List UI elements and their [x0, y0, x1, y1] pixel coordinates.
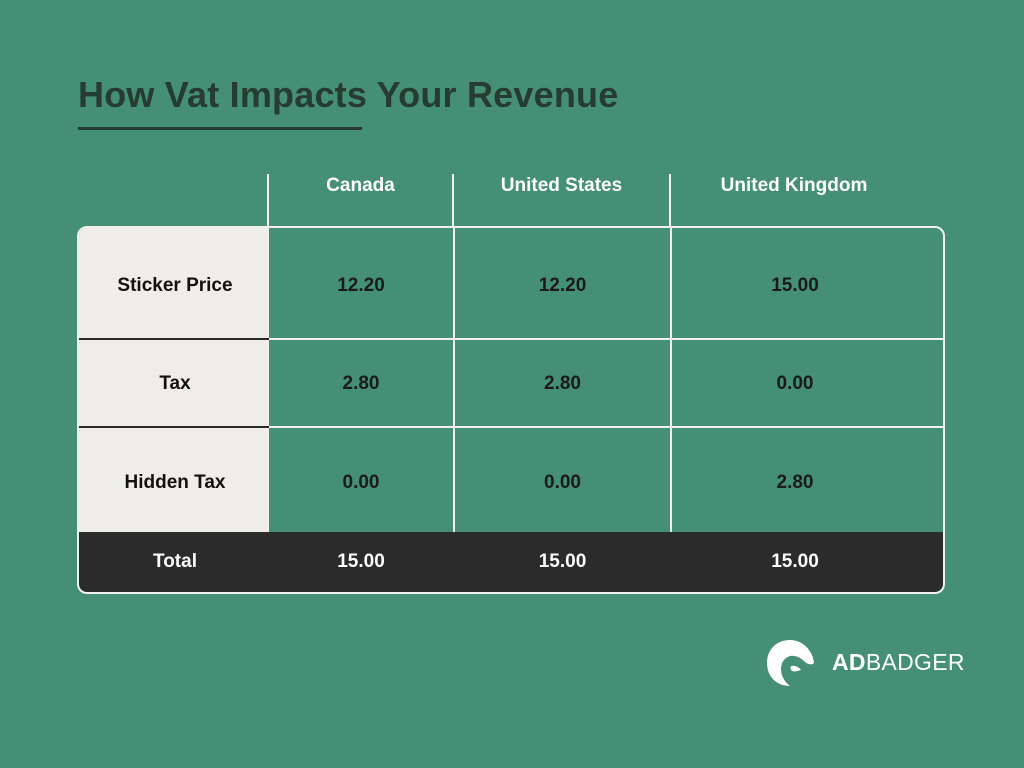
total-value: 15.00: [337, 551, 385, 572]
brand-name-part1: AD: [832, 649, 866, 675]
adbadger-logo: ADBADGER: [764, 637, 964, 689]
row-label-tax: Tax: [159, 373, 191, 394]
column-header-united-kingdom: United Kingdom: [720, 175, 868, 196]
total-value: 15.00: [771, 551, 819, 572]
table-cell: 0.00: [342, 472, 380, 493]
table-cell: 15.00: [771, 275, 819, 296]
column-header-united-states: United States: [500, 175, 623, 196]
table-cell: 2.80: [776, 472, 814, 493]
page-title: How Vat Impacts Your Revenue: [78, 74, 619, 115]
row-header-column: [79, 228, 269, 538]
row-separator: [269, 338, 943, 340]
badger-icon: [767, 640, 814, 686]
row-label-hidden-tax: Hidden Tax: [124, 472, 226, 493]
row-label-sticker-price: Sticker Price: [117, 275, 233, 296]
table-cell: 12.20: [538, 275, 587, 296]
brand-name-part2: BADGER: [865, 649, 965, 675]
title-underline: [78, 127, 362, 130]
table-cell: 12.20: [337, 275, 385, 296]
header-divider: [267, 174, 269, 226]
row-separator: [79, 338, 269, 340]
brand-name: ADBADGER: [832, 649, 965, 676]
total-row: Total 15.00 15.00 15.00: [79, 532, 943, 592]
header-divider: [669, 174, 671, 226]
grid-line: [670, 228, 672, 538]
table-cell: 0.00: [544, 472, 581, 493]
table-cell: 2.80: [544, 373, 581, 394]
total-value: 15.00: [538, 551, 587, 572]
column-header-canada: Canada: [326, 175, 395, 196]
header-divider: [452, 174, 454, 226]
grid-line: [453, 228, 455, 538]
row-separator: [79, 426, 269, 428]
table-cell: 0.00: [776, 373, 814, 394]
revenue-table: Sticker Price 12.20 12.20 15.00 Tax 2.80…: [77, 226, 945, 594]
total-label: Total: [153, 551, 197, 572]
table-cell: 2.80: [342, 373, 380, 394]
row-separator: [269, 426, 943, 428]
